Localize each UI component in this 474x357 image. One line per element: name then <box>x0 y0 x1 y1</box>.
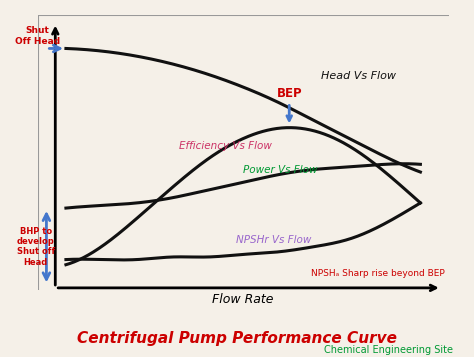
Text: BEP: BEP <box>276 87 302 120</box>
Text: Chemical Engineering Site: Chemical Engineering Site <box>324 346 453 356</box>
Text: Head Vs Flow: Head Vs Flow <box>321 71 396 81</box>
Text: Power Vs Flow: Power Vs Flow <box>243 165 318 175</box>
Text: NPSHr Vs Flow: NPSHr Vs Flow <box>236 235 311 245</box>
Text: Centrifugal Pump Performance Curve: Centrifugal Pump Performance Curve <box>77 331 397 346</box>
Text: NPSHₐ Sharp rise beyond BEP: NPSHₐ Sharp rise beyond BEP <box>310 269 444 278</box>
Text: Efficiency Vs Flow: Efficiency Vs Flow <box>179 141 272 151</box>
Text: BHP to
develop
Shut off
Head: BHP to develop Shut off Head <box>17 227 55 267</box>
Text: Shut
Off Head: Shut Off Head <box>15 26 60 46</box>
Text: Flow Rate: Flow Rate <box>212 293 274 306</box>
